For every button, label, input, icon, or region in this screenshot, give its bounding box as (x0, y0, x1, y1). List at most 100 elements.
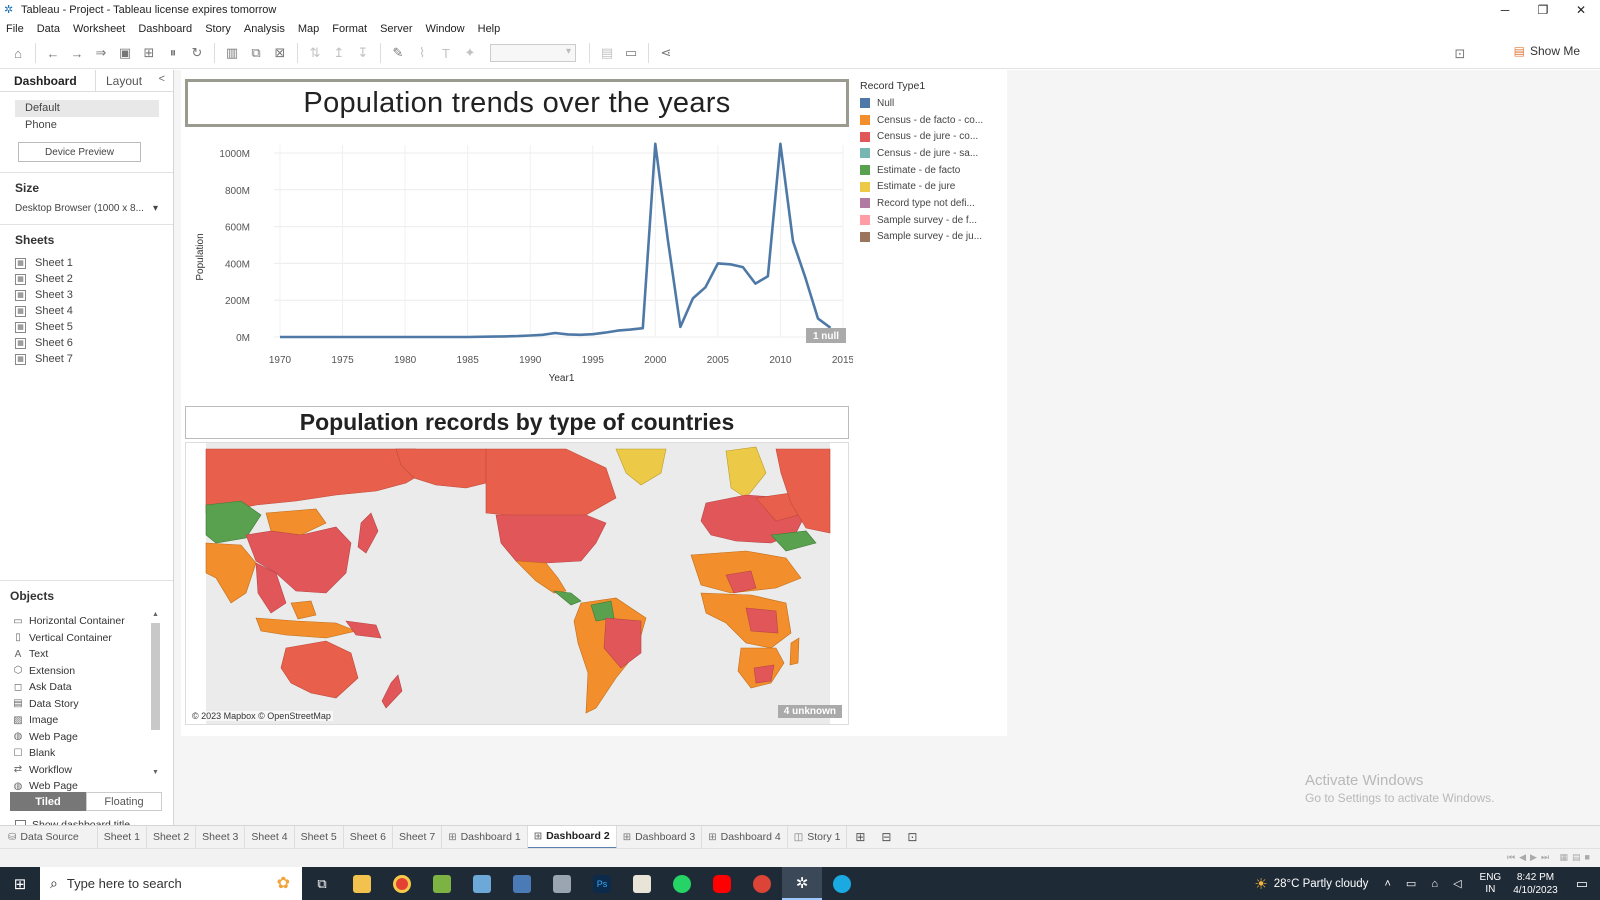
device-preview-button[interactable]: Device Preview (18, 142, 141, 162)
restore-icon[interactable]: ❐ (1537, 2, 1549, 17)
app-icon-pen[interactable] (622, 867, 662, 900)
tab-sheet-5[interactable]: Sheet 5 (295, 825, 344, 849)
share-icon[interactable]: ⋖ (660, 45, 672, 60)
sheet-item-2[interactable]: ▦ Sheet 2 (15, 271, 173, 287)
task-view-icon[interactable]: ⧉ (317, 875, 327, 891)
menu-dashboard[interactable]: Dashboard (138, 22, 193, 35)
legend-item[interactable]: Sample survey - de ju... (860, 229, 1000, 246)
sort-ascending-icon[interactable]: ↥ (333, 45, 345, 60)
size-dropdown[interactable]: Desktop Browser (1000 x 8... ▾ (0, 195, 158, 214)
sort-descending-icon[interactable]: ↧ (357, 45, 369, 60)
swap-axes-icon[interactable]: ⇅ (309, 45, 321, 60)
tab-data-source[interactable]: ⛁ Data Source (0, 825, 98, 849)
unknown-indicator-badge[interactable]: 4 unknown (777, 705, 842, 718)
edge-icon[interactable] (822, 867, 862, 900)
new-story-tab-icon[interactable]: ⊡ (907, 830, 918, 844)
tab-layout[interactable]: Layout (106, 74, 143, 88)
new-data-source-icon[interactable]: ⊞ (143, 45, 155, 60)
sheet-navigation-icons[interactable]: ⏮◀▶⏭ ▦▤■ (1507, 852, 1594, 862)
legend-item[interactable]: Census - de facto - co... (860, 112, 1000, 129)
device-default[interactable]: Default (15, 100, 159, 117)
notepad-icon[interactable] (542, 867, 582, 900)
sheet-item-5[interactable]: ▦ Sheet 5 (15, 319, 173, 335)
clear-sheet-icon[interactable]: ⊠ (274, 45, 286, 60)
object-image[interactable]: ▨ Image (12, 712, 173, 729)
collapse-panel-icon[interactable]: < (158, 73, 165, 85)
object-horizontal-container[interactable]: ▭ Horizontal Container (12, 613, 173, 630)
tab-sheet-2[interactable]: Sheet 2 (147, 825, 197, 849)
sheet-item-6[interactable]: ▦ Sheet 6 (15, 335, 173, 351)
chrome-icon[interactable] (382, 867, 422, 900)
group-members-icon[interactable]: ⌇ (418, 45, 426, 60)
fix-axes-icon[interactable]: ✦ (464, 45, 476, 60)
pause-updates-icon[interactable]: ⏸ (169, 45, 177, 60)
menu-format[interactable]: Format (332, 22, 368, 35)
menu-story[interactable]: Story (205, 22, 231, 35)
redo-icon[interactable]: → (70, 45, 84, 61)
device-phone[interactable]: Phone (25, 119, 57, 131)
language-indicator[interactable]: ENG IN (1479, 871, 1502, 895)
tab-dashboard[interactable]: Dashboard (0, 70, 96, 92)
tab-sheet-4[interactable]: Sheet 4 (245, 825, 295, 849)
sheet-item-7[interactable]: ▦ Sheet 7 (15, 351, 173, 367)
legend-item[interactable]: Sample survey - de f... (860, 212, 1000, 229)
menu-analysis[interactable]: Analysis (243, 22, 285, 35)
object-blank[interactable]: ☐ Blank (12, 745, 173, 762)
android-studio-icon[interactable] (422, 867, 462, 900)
fit-dropdown[interactable] (490, 44, 576, 62)
menu-data[interactable]: Data (36, 22, 60, 35)
new-worksheet-tab-icon[interactable]: ⊞ (855, 830, 866, 844)
object-ask-data[interactable]: ◻ Ask Data (12, 679, 173, 696)
menu-window[interactable]: Window (425, 22, 465, 35)
new-dashboard-tab-icon[interactable]: ⊟ (881, 830, 892, 844)
population-line-chart[interactable]: 0M 200M 400M 600M 800M 1000M 1970 1975 1980 1985 1… (188, 130, 853, 400)
world-map[interactable]: © 2023 Mapbox © OpenStreetMap 4 unknown (185, 442, 849, 725)
tableau-taskbar-icon[interactable]: ✲ (782, 867, 822, 900)
youtube-icon[interactable] (702, 867, 742, 900)
tab-sheet-3[interactable]: Sheet 3 (196, 825, 246, 849)
tab-dashboard-3[interactable]: ⊞ Dashboard 3 (617, 825, 703, 849)
object-web-page[interactable]: ◍ Web Page (12, 778, 173, 795)
undo-icon[interactable]: ← (46, 45, 60, 61)
photoshop-icon[interactable]: Ps (582, 867, 622, 900)
clock[interactable]: 8:42 PM 4/10/2023 (1513, 871, 1558, 896)
scrollbar-thumb[interactable] (151, 623, 160, 730)
tab-sheet-7[interactable]: Sheet 7 (393, 825, 443, 849)
sheet-item-1[interactable]: ▦ Sheet 1 (15, 255, 173, 271)
windows-start-icon[interactable]: ⊞ (13, 875, 27, 893)
menu-file[interactable]: File (6, 22, 24, 35)
menu-help[interactable]: Help (477, 22, 501, 35)
tiled-button[interactable]: Tiled (10, 792, 86, 811)
object-extension[interactable]: ⬡ Extension (12, 663, 173, 680)
menu-map[interactable]: Map (297, 22, 320, 35)
tab-dashboard-1[interactable]: ⊞ Dashboard 1 (442, 825, 528, 849)
title-population-trends[interactable]: Population trends over the years (185, 79, 849, 127)
legend-item[interactable]: Record type not defi... (860, 195, 1000, 212)
refresh-icon[interactable]: ↻ (191, 45, 203, 60)
tab-sheet-6[interactable]: Sheet 6 (344, 825, 393, 849)
object-workflow[interactable]: ⇄ Workflow (12, 762, 173, 779)
scroll-up-icon[interactable]: ▲ (152, 611, 159, 618)
tab-story-1[interactable]: ◫ Story 1 (788, 825, 848, 849)
legend-item[interactable]: Estimate - de jure (860, 178, 1000, 195)
show-labels-icon[interactable]: T (442, 45, 450, 61)
chrome-profile-icon[interactable] (742, 867, 782, 900)
whatsapp-icon[interactable] (662, 867, 702, 900)
legend-item[interactable]: Census - de jure - co... (860, 128, 1000, 145)
floating-button[interactable]: Floating (86, 792, 162, 811)
minimize-icon[interactable]: ─ (1500, 2, 1510, 17)
highlight-icon[interactable]: ✎ (392, 45, 404, 60)
title-population-records[interactable]: Population records by type of countries (185, 406, 849, 439)
object-text[interactable]: A Text (12, 646, 173, 663)
objects-scrollbar[interactable]: ▲ ▼ (150, 611, 161, 776)
object-vertical-container[interactable]: ▯ Vertical Container (12, 630, 173, 647)
app-icon-blue[interactable] (462, 867, 502, 900)
legend-item[interactable]: Estimate - de facto (860, 162, 1000, 179)
tray-icons[interactable]: ˄ ▭ ⌂ ◁ (1384, 878, 1468, 890)
object-web-page[interactable]: ◍ Web Page (12, 729, 173, 746)
sheet-item-4[interactable]: ▦ Sheet 4 (15, 303, 173, 319)
map-attribution[interactable]: © 2023 Mapbox © OpenStreetMap (190, 711, 333, 721)
weather-widget[interactable]: ☀ 28°C Partly cloudy (1254, 875, 1369, 893)
menu-server[interactable]: Server (380, 22, 413, 35)
new-worksheet-icon[interactable]: ▥ (225, 45, 239, 60)
